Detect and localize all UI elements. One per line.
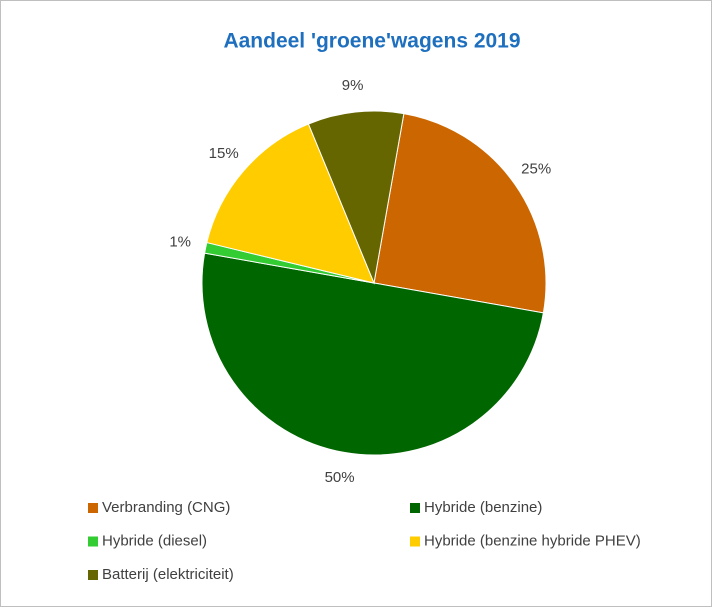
pie-slice <box>206 123 375 284</box>
legend-swatch <box>88 536 98 547</box>
pie-slice <box>307 110 405 285</box>
legend-label: Batterij (elektriciteit) <box>102 566 234 583</box>
legend-swatch <box>410 536 420 547</box>
data-label: 50% <box>325 469 355 486</box>
legend-swatch <box>410 503 420 513</box>
pie-slice <box>201 252 544 456</box>
legend-label: Hybride (benzine) <box>424 499 542 516</box>
data-label: 9% <box>342 77 364 94</box>
data-label: 1% <box>169 233 191 250</box>
legend-label: Hybride (diesel) <box>102 532 207 549</box>
legend-swatch <box>88 503 98 513</box>
data-label: 25% <box>521 160 551 177</box>
pie-slice <box>373 113 547 314</box>
data-label: 15% <box>209 145 239 162</box>
legend-label: Hybride (benzine hybride PHEV) <box>424 532 641 549</box>
legend-label: Verbranding (CNG) <box>102 499 230 516</box>
legend-swatch <box>88 570 98 580</box>
chart-title: Aandeel 'groene'wagens 2019 <box>223 30 520 53</box>
